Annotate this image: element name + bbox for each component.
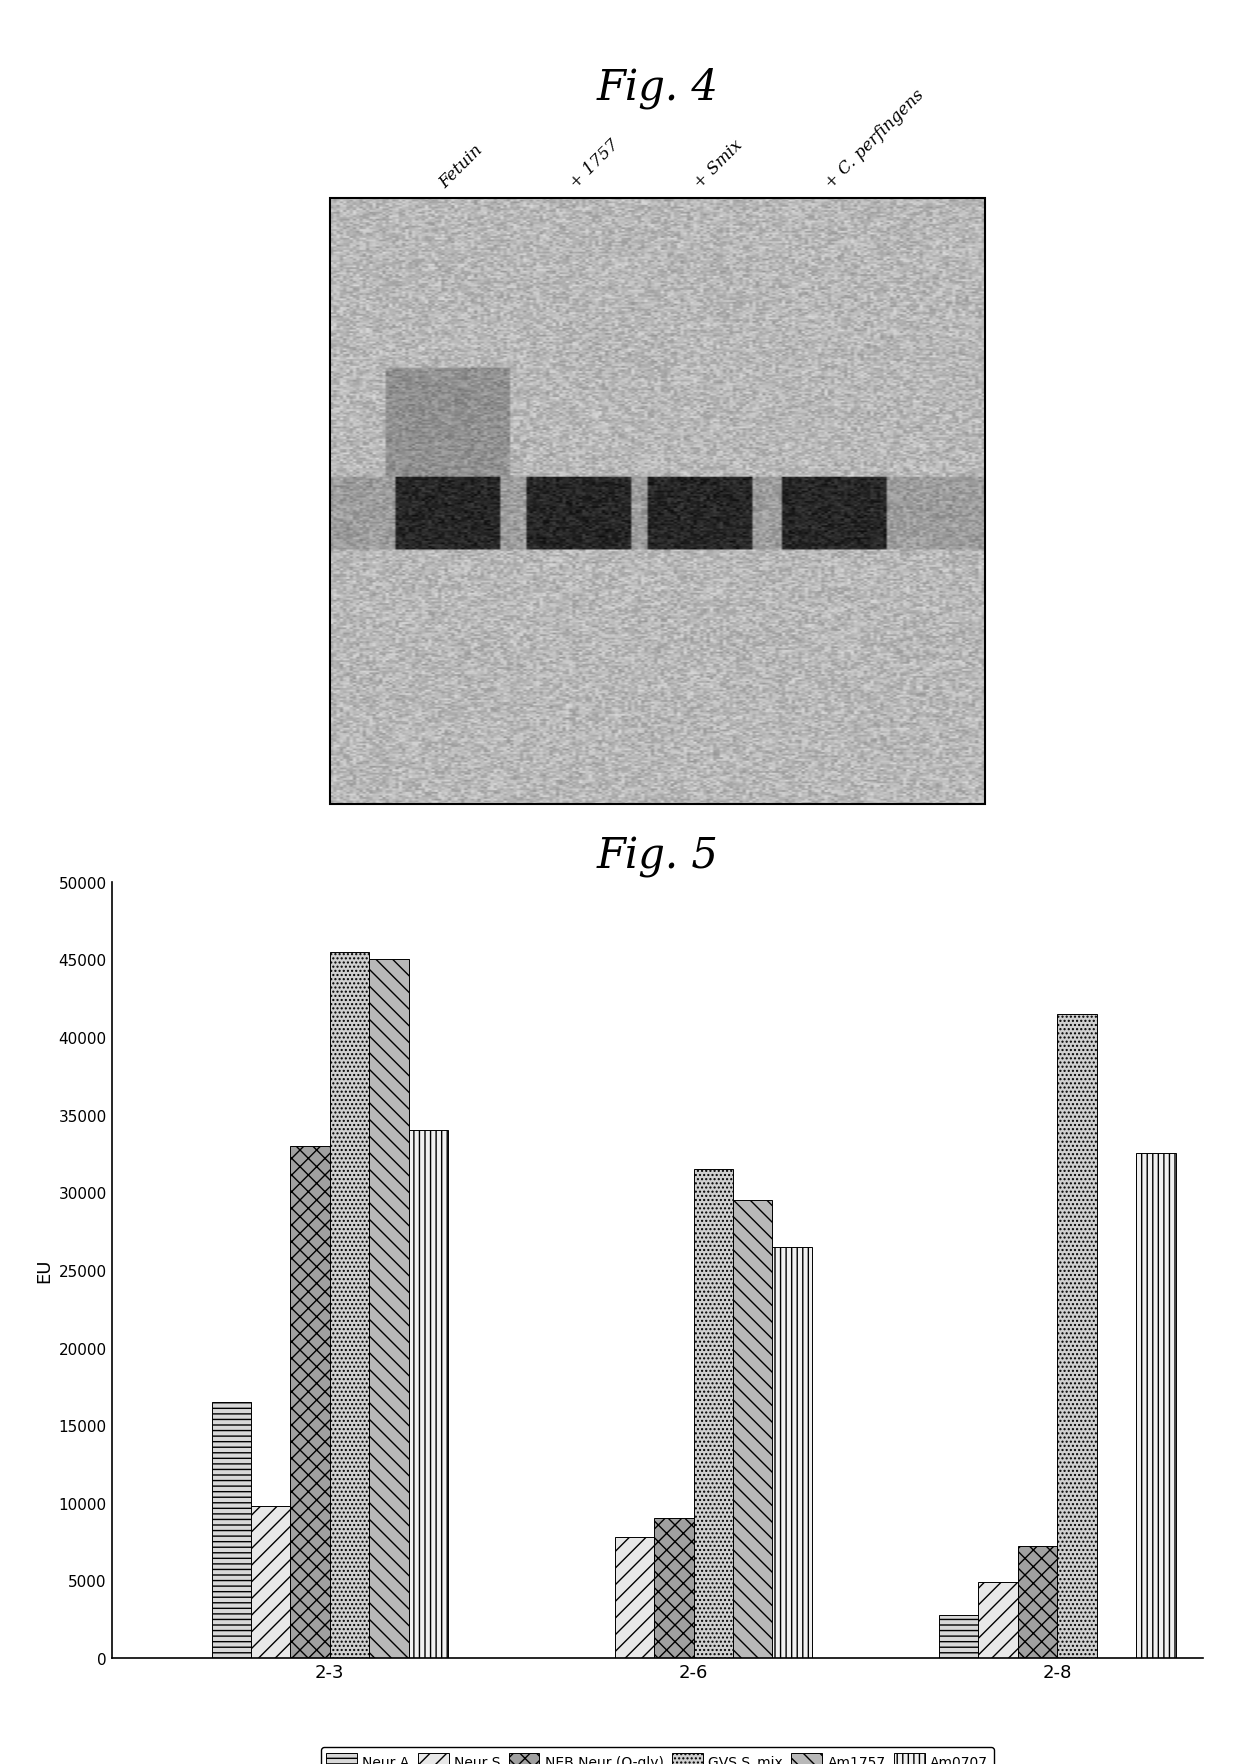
- Bar: [330, 199, 985, 804]
- Bar: [409, 1131, 448, 1658]
- Bar: [693, 1170, 733, 1658]
- Legend: Neur A, Neur S, NEB Neur (O-gly), GVS S_mix, Am1757, Am0707: Neur A, Neur S, NEB Neur (O-gly), GVS S_…: [321, 1748, 993, 1764]
- Bar: [978, 1582, 1018, 1658]
- Y-axis label: EU: EU: [35, 1258, 53, 1282]
- Text: + 1757: + 1757: [567, 136, 622, 192]
- Bar: [290, 1147, 330, 1658]
- Bar: [1018, 1547, 1058, 1658]
- Bar: [1136, 1154, 1176, 1658]
- Bar: [655, 1519, 693, 1658]
- Text: Fetuin: Fetuin: [435, 141, 486, 192]
- Bar: [615, 1536, 655, 1658]
- Bar: [1058, 1014, 1096, 1658]
- Bar: [370, 960, 409, 1658]
- Bar: [733, 1200, 773, 1658]
- Bar: [212, 1402, 250, 1658]
- Bar: [773, 1247, 812, 1658]
- Text: Fig. 4: Fig. 4: [596, 67, 718, 109]
- Text: + Smix: + Smix: [691, 136, 746, 192]
- Title: Fig. 5: Fig. 5: [596, 836, 718, 878]
- Bar: [939, 1614, 978, 1658]
- Text: + C. perfingens: + C. perfingens: [822, 86, 928, 192]
- Bar: [250, 1506, 290, 1658]
- Bar: [330, 953, 370, 1658]
